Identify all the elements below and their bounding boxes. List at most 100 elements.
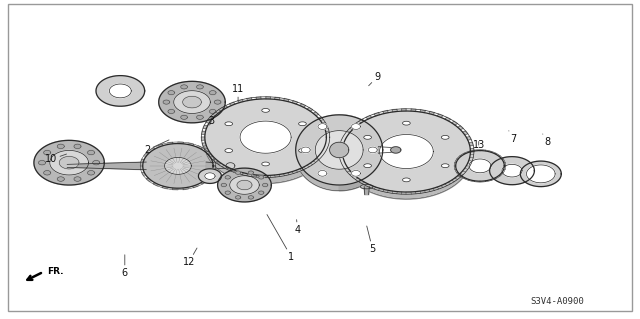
Polygon shape (230, 176, 259, 194)
Polygon shape (390, 147, 401, 153)
Polygon shape (366, 115, 372, 119)
Polygon shape (205, 150, 210, 154)
Polygon shape (387, 190, 393, 193)
Text: S3V4-A0900: S3V4-A0900 (530, 297, 584, 306)
Polygon shape (318, 170, 327, 176)
Polygon shape (345, 168, 350, 172)
Polygon shape (339, 145, 343, 149)
Polygon shape (248, 196, 253, 199)
Polygon shape (236, 196, 241, 199)
Polygon shape (321, 151, 325, 155)
Circle shape (225, 122, 232, 126)
Polygon shape (167, 142, 173, 145)
Polygon shape (270, 175, 275, 177)
Polygon shape (93, 160, 100, 165)
Polygon shape (326, 134, 330, 137)
Polygon shape (452, 121, 458, 125)
Polygon shape (196, 115, 204, 119)
Polygon shape (163, 100, 170, 104)
Polygon shape (202, 143, 206, 146)
Polygon shape (212, 162, 216, 166)
Text: 4: 4 (294, 220, 301, 235)
Polygon shape (153, 183, 159, 186)
Polygon shape (44, 171, 51, 175)
Circle shape (442, 136, 449, 139)
Polygon shape (206, 162, 230, 170)
Polygon shape (210, 115, 216, 118)
Polygon shape (458, 126, 463, 130)
Polygon shape (198, 169, 221, 183)
Polygon shape (325, 128, 329, 131)
Circle shape (364, 164, 371, 167)
Polygon shape (397, 192, 402, 194)
Polygon shape (210, 156, 214, 160)
Polygon shape (342, 152, 470, 199)
Polygon shape (238, 100, 243, 103)
Circle shape (299, 149, 307, 152)
Polygon shape (316, 131, 363, 169)
Polygon shape (159, 81, 225, 123)
Polygon shape (202, 137, 205, 140)
Polygon shape (455, 176, 460, 180)
Polygon shape (178, 142, 183, 144)
Polygon shape (347, 129, 353, 132)
Circle shape (299, 122, 307, 126)
Polygon shape (196, 85, 204, 89)
Polygon shape (230, 102, 236, 106)
Polygon shape (143, 144, 213, 188)
Polygon shape (303, 165, 309, 169)
Circle shape (403, 121, 410, 125)
Polygon shape (351, 124, 360, 130)
Polygon shape (214, 100, 221, 104)
Text: 11: 11 (232, 84, 244, 101)
Polygon shape (168, 91, 175, 95)
Polygon shape (222, 106, 228, 109)
Polygon shape (216, 110, 221, 113)
Polygon shape (424, 189, 430, 193)
Polygon shape (316, 156, 321, 160)
Polygon shape (448, 180, 454, 184)
Polygon shape (313, 112, 319, 115)
Text: 10: 10 (45, 154, 67, 165)
Polygon shape (326, 140, 330, 143)
Polygon shape (182, 96, 202, 108)
Polygon shape (256, 97, 261, 99)
Polygon shape (164, 157, 191, 174)
Polygon shape (469, 159, 491, 173)
Polygon shape (57, 177, 64, 181)
Polygon shape (60, 156, 79, 169)
Polygon shape (146, 178, 151, 182)
Polygon shape (490, 157, 534, 185)
Polygon shape (360, 184, 373, 189)
Polygon shape (261, 175, 266, 178)
Polygon shape (183, 187, 189, 189)
Polygon shape (57, 144, 64, 149)
Polygon shape (193, 185, 198, 188)
Polygon shape (96, 76, 145, 106)
Polygon shape (460, 171, 466, 174)
Polygon shape (330, 142, 349, 158)
Text: FR.: FR. (47, 267, 63, 276)
Polygon shape (324, 146, 328, 149)
Polygon shape (470, 148, 474, 152)
Polygon shape (342, 111, 470, 192)
Polygon shape (380, 135, 433, 168)
Text: 5: 5 (367, 226, 376, 254)
Polygon shape (242, 173, 248, 176)
Polygon shape (212, 169, 215, 173)
Polygon shape (279, 174, 285, 176)
Polygon shape (527, 165, 555, 183)
Polygon shape (142, 172, 146, 176)
Polygon shape (288, 172, 293, 175)
Polygon shape (340, 157, 344, 160)
Polygon shape (322, 122, 327, 126)
Polygon shape (465, 166, 470, 169)
Text: 12: 12 (182, 248, 197, 267)
Polygon shape (205, 99, 326, 175)
Polygon shape (429, 111, 435, 115)
Polygon shape (284, 99, 289, 101)
Polygon shape (163, 186, 168, 189)
Polygon shape (307, 108, 312, 111)
Polygon shape (219, 163, 224, 167)
Polygon shape (262, 183, 268, 187)
